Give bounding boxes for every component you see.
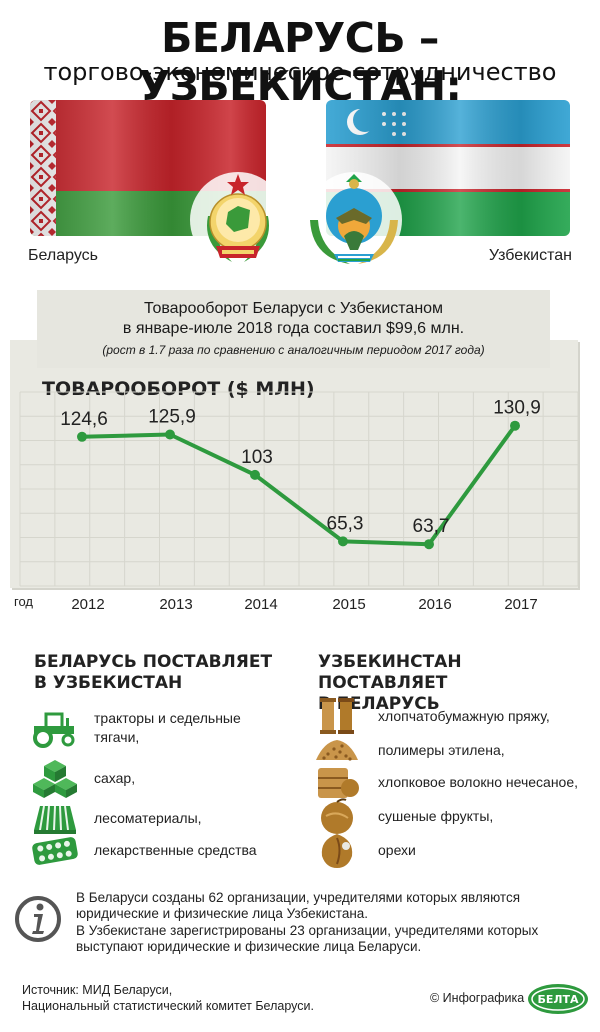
info-icon [15, 896, 61, 942]
page-subtitle: торгово-экономическое сотрудничество [43, 58, 557, 86]
data-label: 124,6 [60, 409, 108, 430]
list-item: хлопковое волокно нечесаное, [312, 762, 600, 802]
list-item: полимеры этилена, [312, 730, 600, 770]
x-axis-caption: год [14, 594, 33, 609]
cotton-bale-icon [318, 768, 359, 798]
belarus-emblem-icon [188, 166, 288, 275]
list-item: тракторы и седельные тягачи, [30, 708, 274, 748]
credit-text: © Инфографика [430, 991, 525, 1005]
heading-line: УЗБЕКИНСТАН ПОСТАВЛЯЕТ [318, 652, 462, 693]
data-point [77, 431, 87, 442]
list-item-text: лесоматериалы, [94, 809, 202, 826]
trade-line-chart: 124,6 2012 125,9 2013 103 2014 65,3 2015 63,7 201… [19, 391, 579, 613]
data-point [338, 536, 348, 547]
dried-fruit-icon [321, 798, 353, 834]
pill-blister-icon [32, 837, 78, 865]
data-point [510, 420, 520, 431]
list-item: лесоматериалы, [30, 798, 274, 838]
summary-line-2: в январе-июле 2018 года составил $99,6 м… [122, 320, 465, 337]
source-line: Национальный статистический комитет Бела… [22, 999, 314, 1013]
info-text: В Беларуси созданы 62 организации, учред… [76, 890, 586, 955]
x-tick-label: 2016 [418, 596, 451, 613]
list-item-text: орехи [378, 841, 416, 858]
data-point [165, 429, 175, 440]
x-tick-label: 2012 [71, 596, 104, 613]
data-label: 125,9 [148, 407, 196, 428]
x-tick-label: 2013 [159, 596, 192, 613]
data-point [424, 539, 434, 550]
heading-line: БЕЛАРУСЬ ПОСТАВЛЯЕТ [34, 652, 273, 672]
x-tick-label: 2014 [244, 596, 277, 613]
sugar-cubes-icon [33, 760, 77, 798]
list-item-text: лекарственные средства [94, 841, 257, 858]
x-tick-label: 2015 [332, 596, 365, 613]
data-point [250, 469, 260, 480]
source-note: Источник: МИД Беларуси, Национальный ста… [22, 982, 314, 1014]
source-line: Источник: МИД Беларуси, [22, 983, 173, 997]
data-label: 65,3 [327, 513, 364, 534]
info-paragraph: В Беларуси созданы 62 организации, учред… [76, 890, 521, 921]
country-label-belarus: Беларусь [28, 247, 98, 264]
belta-logo: БЕЛТА [528, 984, 588, 1014]
lumber-icon [34, 805, 76, 834]
list-item: хлопчатобумажную пряжу, [312, 696, 600, 736]
summary-note: (рост в 1.7 раза по сравнению с аналогич… [102, 343, 485, 357]
list-item-text: хлопковое волокно нечесаное, [378, 773, 579, 790]
list-item: лекарственные средства [30, 830, 274, 870]
country-label-uzbekistan: Узбекистан [488, 247, 572, 264]
yarn-spools-icon [320, 698, 354, 734]
logo-text: БЕЛТА [537, 993, 579, 1006]
info-paragraph: В Узбекистане зарегистрированы 23 органи… [76, 923, 539, 954]
list-item: сушеные фрукты, [312, 796, 600, 836]
list-item: орехи [312, 830, 600, 870]
nut-icon [321, 834, 353, 868]
list-item-text: хлопчатобумажную пряжу, [378, 707, 550, 724]
uzbekistan-emblem-icon [300, 166, 408, 275]
heading-line: В УЗБЕКИСТАН [34, 673, 183, 693]
polymer-granules-icon [316, 740, 358, 761]
data-label: 103 [241, 447, 273, 468]
list-item: сахар, [30, 758, 274, 798]
uzbekistan-flag-icon [326, 100, 570, 236]
belarus-exports-heading: БЕЛАРУСЬ ПОСТАВЛЯЕТ В УЗБЕКИСТАН [34, 652, 284, 694]
list-item-text: тракторы и седельные тягачи, [94, 710, 241, 745]
summary-line-1: Товарооборот Беларуси с Узбекистаном [143, 300, 444, 317]
x-tick-label: 2017 [504, 596, 537, 613]
data-label: 63,7 [413, 516, 450, 537]
list-item-text: сушеные фрукты, [378, 807, 494, 824]
summary-box: Товарооборот Беларуси с Узбекистаном в я… [37, 290, 550, 368]
list-item-text: полимеры этилена, [378, 741, 505, 758]
series-line [81, 424, 517, 547]
tractor-icon [33, 712, 75, 748]
chart-title: ТОВАРООБОРОТ ($ МЛН) [42, 378, 315, 400]
data-label: 130,9 [493, 398, 541, 419]
list-item-text: сахар, [94, 769, 136, 786]
belarus-flag-icon [30, 100, 266, 236]
page-title: БЕЛАРУСЬ – УЗБЕКИСТАН: [138, 14, 462, 110]
chart-panel [10, 340, 578, 588]
